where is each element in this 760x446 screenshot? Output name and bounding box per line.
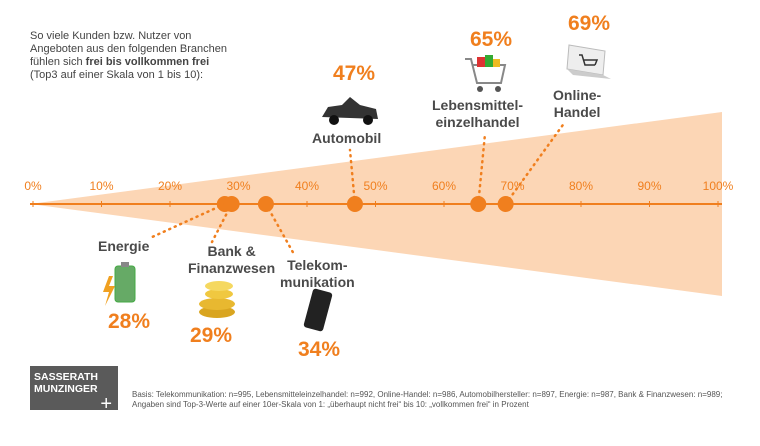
category-label: Lebensmittel- einzelhandel [432,97,524,130]
coins-icon [199,281,235,318]
value-label: 29% [190,324,233,347]
x-tick-label: 30% [226,179,251,193]
category-label: Automobil [312,130,382,146]
intro-line: So viele Kunden bzw. Nutzer von [30,30,192,42]
value-label: 28% [108,310,151,333]
x-tick-label: 50% [363,179,388,193]
dot [257,196,274,212]
value-label: 34% [298,338,341,361]
category-label: Energie [98,238,150,254]
dot [470,196,487,212]
dot [346,196,363,212]
phone-icon [303,288,333,332]
category-label: Bank & Finanzwesen [188,243,276,276]
logo-plus: + [100,393,112,415]
x-tick-label: 100% [702,179,734,193]
x-tick-label: 40% [294,179,320,193]
intro-line: (Top3 auf einer Skala von 1 bis 10): [30,69,204,81]
intro: So viele Kunden bzw. Nutzer von Angebote… [30,30,227,82]
x-tick-label: 0% [24,179,42,193]
x-tick-label: 90% [637,179,662,193]
intro-text: fühlen sich [30,56,86,68]
leader-line [264,202,297,258]
logo: SASSERATH MUNZINGER + [30,366,118,415]
car-icon [322,97,378,125]
value-label: 65% [470,28,513,51]
footnote: Basis: Telekommunikation: n=995, Lebensm… [132,390,723,409]
laptop-icon [566,44,611,79]
cart-icon [465,55,507,92]
intro-line: fühlen sich frei bis vollkommen frei [30,56,227,69]
x-tick-label: 60% [431,179,457,193]
category-label: Online- Handel [553,87,602,120]
dot [497,196,514,212]
intro-bold: frei bis vollkommen frei [85,56,210,68]
logo-line: SASSERATH [34,371,98,383]
leader-line [477,132,487,206]
leader-line [504,120,567,206]
category-label: Telekom- munikation [280,257,355,290]
logo-line: MUNZINGER [34,383,98,395]
dot [223,196,240,212]
intro-line: Angeboten aus den folgenden Branchen [30,43,227,55]
x-tick-label: 20% [157,179,183,193]
value-label: 47% [333,62,376,85]
x-tick-label: 80% [568,179,594,193]
leader-line [148,202,227,240]
value-label: 69% [568,12,611,35]
x-tick-label: 70% [500,179,525,193]
battery-icon [103,262,136,306]
x-tick-label: 10% [89,179,114,193]
